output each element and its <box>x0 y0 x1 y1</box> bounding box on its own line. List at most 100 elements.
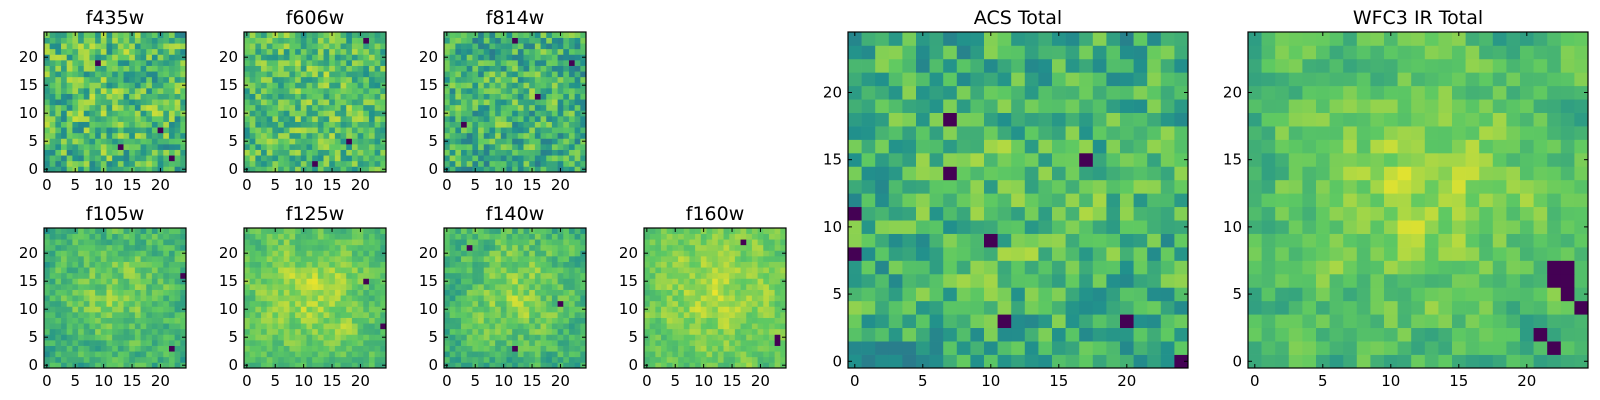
x-tick-label: 15 <box>322 176 341 194</box>
heatmap-cell <box>266 32 273 38</box>
heatmap-cell <box>244 76 251 83</box>
heatmap-cell <box>655 256 662 262</box>
heatmap-cell <box>168 340 175 346</box>
heatmap-cell <box>334 60 341 66</box>
heatmap-cell <box>461 149 468 156</box>
heatmap-cell <box>734 233 741 240</box>
heatmap-cell <box>157 233 164 240</box>
heatmap-cell <box>134 256 141 262</box>
heatmap-cell <box>163 43 170 50</box>
heatmap-cell <box>244 284 251 290</box>
heatmap-cell <box>506 250 513 257</box>
heatmap-cell <box>1011 354 1026 369</box>
heatmap-cell <box>295 132 302 139</box>
heatmap-cell <box>478 149 485 156</box>
heatmap-cell <box>163 138 170 145</box>
heatmap-cell <box>78 54 85 61</box>
heatmap-cell <box>483 334 490 341</box>
heatmap-cell <box>334 267 341 274</box>
heatmap-cell <box>956 287 971 302</box>
heatmap-cell <box>95 356 102 363</box>
y-tick-label: 15 <box>419 76 438 94</box>
heatmap-cell <box>444 116 451 122</box>
heatmap-cell <box>106 132 113 139</box>
heatmap-cell <box>340 32 347 38</box>
heatmap-cell <box>334 99 341 106</box>
heatmap-cell <box>346 116 353 122</box>
heatmap-cell <box>478 317 485 324</box>
x-tick-label: 10 <box>294 372 313 390</box>
heatmap-cell <box>455 48 462 55</box>
heatmap-cell <box>540 261 547 268</box>
heatmap-cell <box>472 48 479 55</box>
heatmap-cell <box>695 356 702 363</box>
heatmap-cell <box>472 99 479 106</box>
heatmap-cell <box>523 65 530 72</box>
heatmap-cell <box>461 312 468 318</box>
heatmap-cell <box>106 82 113 89</box>
heatmap-cell <box>689 328 696 335</box>
heatmap-cell <box>140 328 147 335</box>
heatmap-cell <box>374 267 381 274</box>
heatmap-cell <box>557 289 564 296</box>
heatmap-cell <box>1133 233 1148 248</box>
heatmap-cell <box>157 104 164 111</box>
x-tick-label: 10 <box>294 176 313 194</box>
heatmap-cell <box>1024 247 1039 261</box>
heatmap-cell <box>300 272 307 279</box>
heatmap-cell <box>100 71 107 78</box>
heatmap-cell <box>249 317 256 324</box>
heatmap-cell <box>466 278 473 285</box>
heatmap-cell <box>512 88 519 94</box>
heatmap-cell <box>168 328 175 335</box>
heatmap-cell <box>574 127 581 134</box>
heatmap-cell <box>168 284 175 290</box>
heatmap-cell <box>672 272 679 279</box>
heatmap-cell <box>266 104 273 111</box>
heatmap-cell <box>861 354 876 369</box>
heatmap-cell <box>763 244 770 251</box>
heatmap-cell <box>551 278 558 285</box>
heatmap-cell <box>151 334 158 341</box>
heatmap-cell <box>278 144 285 150</box>
heatmap-cell <box>500 160 507 167</box>
heatmap-cell <box>129 239 136 246</box>
heatmap-cell <box>329 65 336 72</box>
heatmap-cell <box>557 82 564 89</box>
heatmap-cell <box>689 317 696 324</box>
heatmap-cell <box>334 43 341 50</box>
heatmap-cell <box>729 300 736 307</box>
heatmap-cell <box>580 345 587 352</box>
heatmap-cell <box>706 239 713 246</box>
heatmap-cell <box>340 312 347 318</box>
heatmap-cell <box>717 306 724 313</box>
heatmap-cell <box>534 250 541 257</box>
heatmap-cell <box>340 289 347 296</box>
heatmap-cell <box>106 121 113 128</box>
heatmap-cell <box>261 43 268 50</box>
heatmap-cell <box>506 256 513 262</box>
heatmap-cell <box>61 300 68 307</box>
heatmap-cell <box>278 328 285 335</box>
heatmap-cell <box>317 127 324 134</box>
heatmap-cell <box>523 278 530 285</box>
heatmap-cell <box>848 341 862 355</box>
heatmap-cell <box>489 116 496 122</box>
heatmap-cell <box>534 121 541 128</box>
heatmap-cell <box>551 284 558 290</box>
heatmap-cell <box>49 32 56 38</box>
heatmap-cell <box>740 250 747 257</box>
heatmap-cell <box>278 32 285 38</box>
heatmap-cell <box>55 48 62 55</box>
heatmap-cell <box>661 295 668 302</box>
heatmap-cell <box>483 116 490 122</box>
heatmap-cell <box>272 267 279 274</box>
heatmap-cell <box>49 340 56 346</box>
heatmap-cell <box>689 323 696 330</box>
heatmap-cell <box>317 233 324 240</box>
heatmap-cell <box>340 37 347 44</box>
heatmap-cell <box>180 256 187 262</box>
heatmap-cell <box>146 278 153 285</box>
heatmap-cell <box>346 239 353 246</box>
heatmap-cell <box>461 99 468 106</box>
